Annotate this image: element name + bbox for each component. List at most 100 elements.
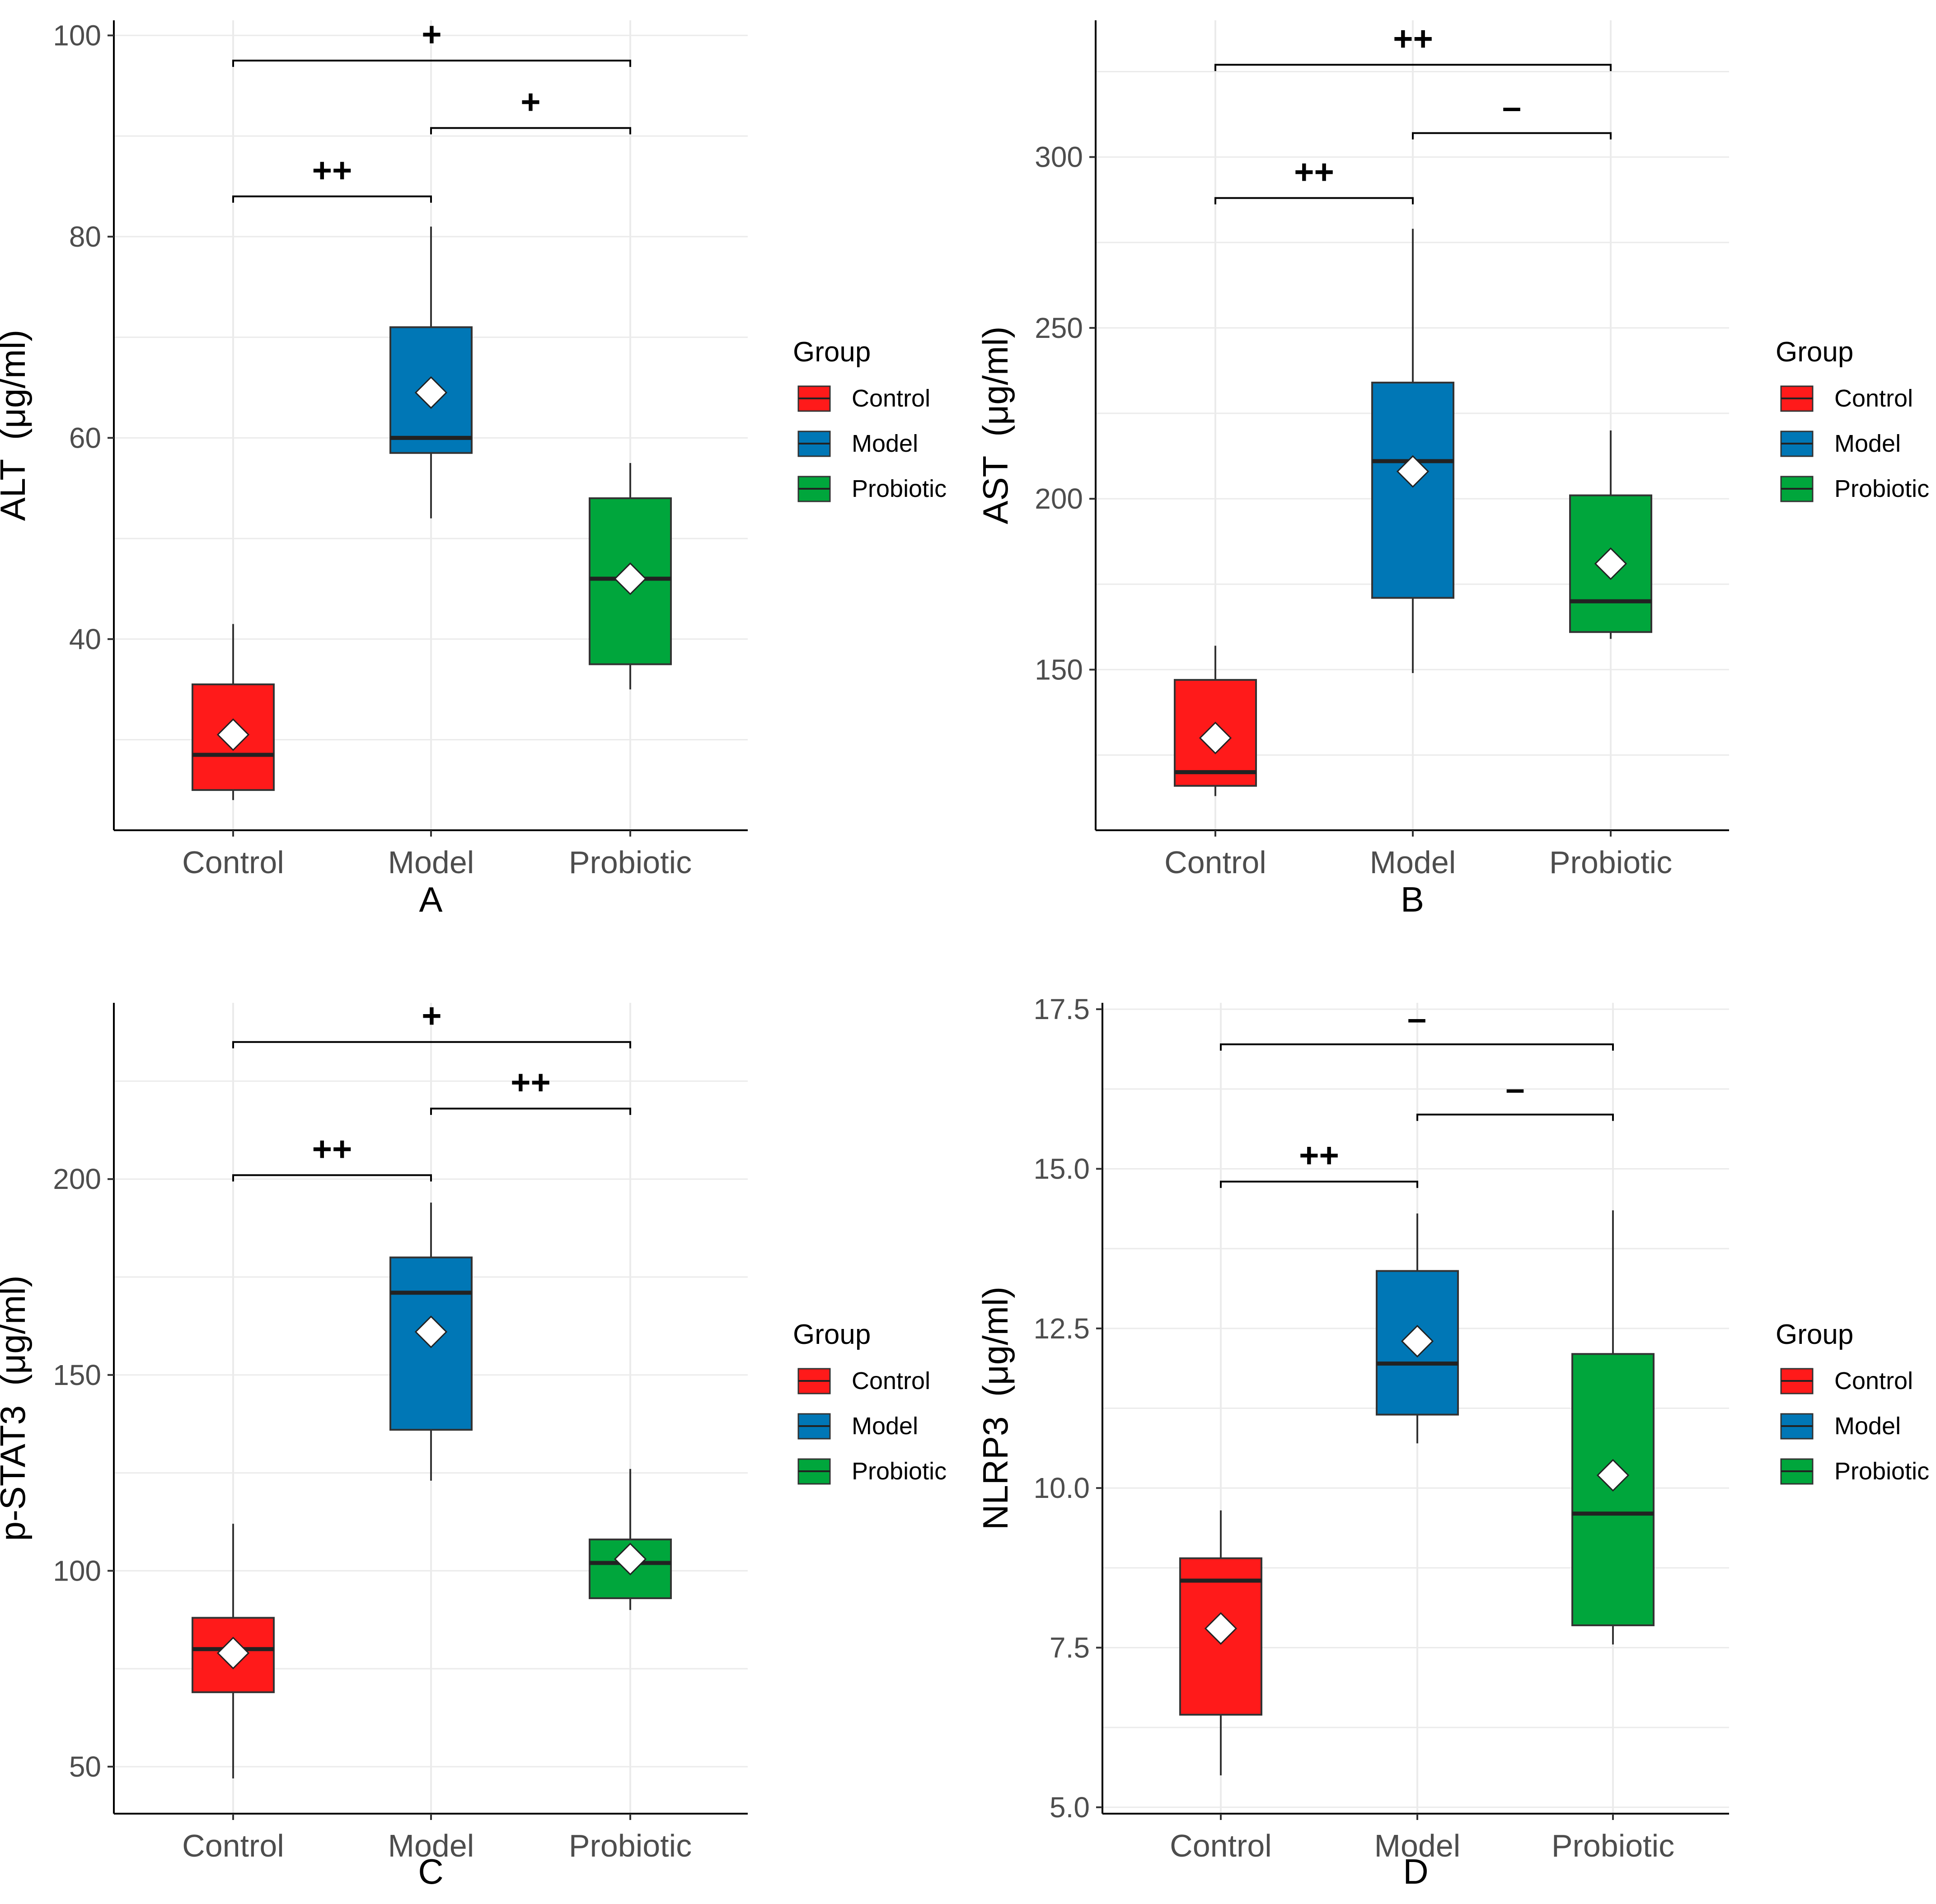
significance-bracket: – bbox=[1416, 1069, 1614, 1121]
y-tick-label: 12.5 bbox=[1033, 1312, 1090, 1345]
y-tick-label: 7.5 bbox=[1050, 1632, 1090, 1664]
panel-label: B bbox=[1401, 879, 1424, 919]
significance-bracket: ++ bbox=[232, 151, 432, 203]
significance-bracket: + bbox=[430, 83, 631, 135]
mean-marker-icon bbox=[216, 718, 250, 751]
legend-title: Group bbox=[793, 1319, 871, 1350]
panel-d: 5.0 7.5 10.0 12.5 15.0 17.5 Control Model Probio… bbox=[975, 993, 1929, 1891]
bracket-line bbox=[1416, 1113, 1614, 1121]
significance-label: + bbox=[422, 15, 441, 54]
significance-bracket: ++ bbox=[1214, 153, 1414, 205]
legend: Group Control Model Probiotic bbox=[793, 337, 947, 502]
box-model bbox=[1376, 1213, 1459, 1444]
legend-item: Control bbox=[1780, 1367, 1913, 1394]
legend-label: Control bbox=[852, 385, 930, 412]
x-tick-label: Control bbox=[1164, 845, 1266, 880]
y-tick-label: 17.5 bbox=[1033, 993, 1090, 1025]
legend-title: Group bbox=[1776, 1319, 1853, 1350]
significance-bracket: – bbox=[1412, 88, 1612, 140]
bracket-line bbox=[232, 60, 631, 67]
y-tick-label: 10.0 bbox=[1033, 1472, 1090, 1504]
legend-label: Probiotic bbox=[1834, 1458, 1929, 1485]
x-tick-label: Control bbox=[182, 1828, 284, 1863]
y-tick-label: 100 bbox=[53, 1554, 101, 1587]
legend-label: Model bbox=[852, 430, 918, 457]
mean-marker-icon bbox=[414, 1315, 448, 1348]
bracket-line bbox=[232, 1174, 432, 1182]
legend-item: Control bbox=[1780, 385, 1913, 412]
legend-item: Probiotic bbox=[1780, 475, 1929, 502]
y-tick-label: 5.0 bbox=[1050, 1791, 1090, 1824]
mean-marker-icon bbox=[1204, 1612, 1238, 1645]
significance-label: – bbox=[1502, 88, 1521, 126]
box-body bbox=[1371, 381, 1454, 599]
mean-marker-icon bbox=[216, 1637, 250, 1670]
y-axis-title: NLRP3 (μg/ml) bbox=[975, 1286, 1015, 1530]
legend-item: Model bbox=[1780, 430, 1901, 457]
bracket-line bbox=[430, 127, 631, 135]
mean-marker-icon bbox=[414, 376, 448, 409]
legend: Group Control Model Probiotic bbox=[1776, 337, 1929, 502]
y-axis-title: p-STAT3 (μg/ml) bbox=[0, 1275, 33, 1541]
bracket-line bbox=[1220, 1180, 1418, 1188]
legend: Group Control Model Probiotic bbox=[1776, 1319, 1929, 1485]
x-tick-label: Probiotic bbox=[569, 1828, 692, 1863]
box-model bbox=[1371, 229, 1454, 673]
significance-label: + bbox=[422, 997, 441, 1035]
significance-label: ++ bbox=[312, 1130, 352, 1169]
x-tick-label: Control bbox=[1170, 1828, 1272, 1863]
legend-label: Probiotic bbox=[1834, 475, 1929, 502]
x-tick-label: Model bbox=[388, 845, 474, 880]
significance-label: ++ bbox=[511, 1063, 551, 1102]
legend-item: Probiotic bbox=[797, 475, 947, 502]
legend-label: Model bbox=[852, 1413, 918, 1440]
panel-label: D bbox=[1403, 1852, 1428, 1891]
box-probiotic bbox=[1571, 1210, 1655, 1645]
y-tick-label: 150 bbox=[53, 1359, 101, 1391]
legend-label: Control bbox=[852, 1367, 930, 1394]
x-tick-label: Probiotic bbox=[569, 845, 692, 880]
significance-label: – bbox=[1505, 1069, 1524, 1108]
significance-bracket: + bbox=[232, 997, 631, 1048]
legend-label: Model bbox=[1834, 430, 1901, 457]
box-model bbox=[389, 1202, 473, 1481]
x-tick-label: Model bbox=[1374, 1828, 1461, 1863]
legend-title: Group bbox=[793, 337, 871, 368]
significance-label: ++ bbox=[1393, 19, 1433, 58]
mean-marker-icon bbox=[1594, 547, 1627, 580]
x-tick-label: Control bbox=[182, 845, 284, 880]
panel-label: C bbox=[418, 1852, 443, 1891]
x-tick-label: Probiotic bbox=[1552, 1828, 1674, 1863]
box-control bbox=[1174, 646, 1257, 796]
bracket-line bbox=[1214, 64, 1612, 71]
box-probiotic bbox=[589, 1469, 672, 1610]
box-probiotic bbox=[1569, 430, 1652, 639]
legend-item: Control bbox=[797, 1367, 930, 1394]
legend-item: Model bbox=[1780, 1413, 1901, 1440]
mean-marker-icon bbox=[1396, 455, 1430, 488]
bracket-line bbox=[232, 195, 432, 203]
y-axis-title: AST (μg/ml) bbox=[975, 327, 1015, 524]
y-tick-label: 200 bbox=[53, 1163, 101, 1195]
legend-item: Probiotic bbox=[797, 1458, 947, 1485]
significance-bracket: ++ bbox=[1214, 19, 1612, 71]
x-tick-label: Probiotic bbox=[1549, 845, 1672, 880]
bracket-line bbox=[232, 1041, 631, 1048]
legend-item: Probiotic bbox=[1780, 1458, 1929, 1485]
x-tick-label: Model bbox=[388, 1828, 474, 1863]
box-probiotic bbox=[589, 463, 672, 690]
mean-marker-icon bbox=[1199, 721, 1232, 754]
box-control bbox=[192, 1524, 275, 1778]
y-tick-label: 40 bbox=[69, 623, 101, 655]
y-tick-label: 15.0 bbox=[1033, 1152, 1090, 1185]
bracket-line bbox=[1214, 197, 1414, 205]
box-model bbox=[389, 226, 473, 519]
significance-label: ++ bbox=[1294, 153, 1334, 191]
mean-marker-icon bbox=[1596, 1459, 1630, 1492]
y-tick-label: 60 bbox=[69, 421, 101, 454]
significance-bracket: + bbox=[232, 15, 631, 67]
significance-bracket: ++ bbox=[232, 1130, 432, 1182]
legend-item: Model bbox=[797, 1413, 918, 1440]
y-tick-label: 80 bbox=[69, 220, 101, 253]
legend-title: Group bbox=[1776, 337, 1853, 368]
